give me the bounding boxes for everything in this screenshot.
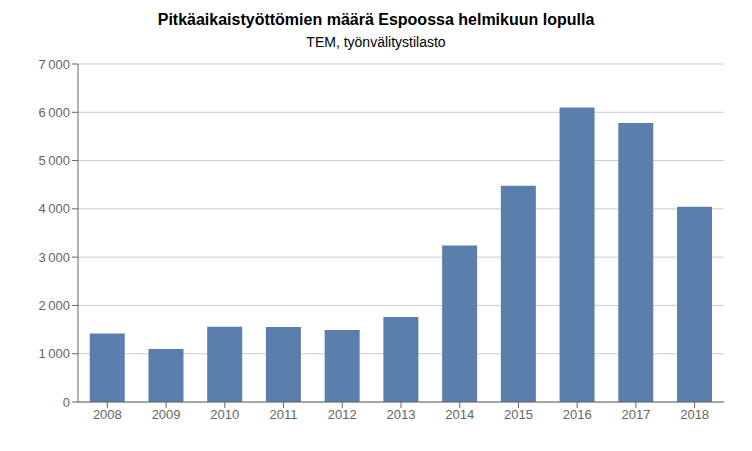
- svg-text:2012: 2012: [328, 407, 357, 422]
- html-text:TEM, työnvälitystilasto: TEM, työnvälitystilasto: [306, 34, 446, 50]
- svg-text:2013: 2013: [387, 407, 416, 422]
- svg-text:2018: 2018: [680, 407, 709, 422]
- svg-text:0: 0: [63, 395, 70, 410]
- svg-text:1 000: 1 000: [38, 346, 70, 361]
- html-text:Pitkäaikaistyöttömien määrä Es: Pitkäaikaistyöttömien määrä Espoossa hel…: [157, 11, 595, 28]
- svg-text:7 000: 7 000: [38, 57, 70, 72]
- svg-text:2008: 2008: [93, 407, 122, 422]
- svg-text:4 000: 4 000: [38, 201, 70, 216]
- svg-text:2 000: 2 000: [38, 298, 70, 313]
- svg-text:6 000: 6 000: [38, 105, 70, 120]
- svg-text:2015: 2015: [504, 407, 533, 422]
- svg-text:2014: 2014: [445, 407, 474, 422]
- svg-text:3 000: 3 000: [38, 250, 70, 265]
- svg-text:2011: 2011: [270, 407, 298, 422]
- svg-text:2017: 2017: [621, 407, 650, 422]
- svg-text:5 000: 5 000: [38, 153, 70, 168]
- svg-text:2009: 2009: [152, 407, 181, 422]
- svg-text:2010: 2010: [210, 407, 239, 422]
- svg-text:2016: 2016: [563, 407, 592, 422]
